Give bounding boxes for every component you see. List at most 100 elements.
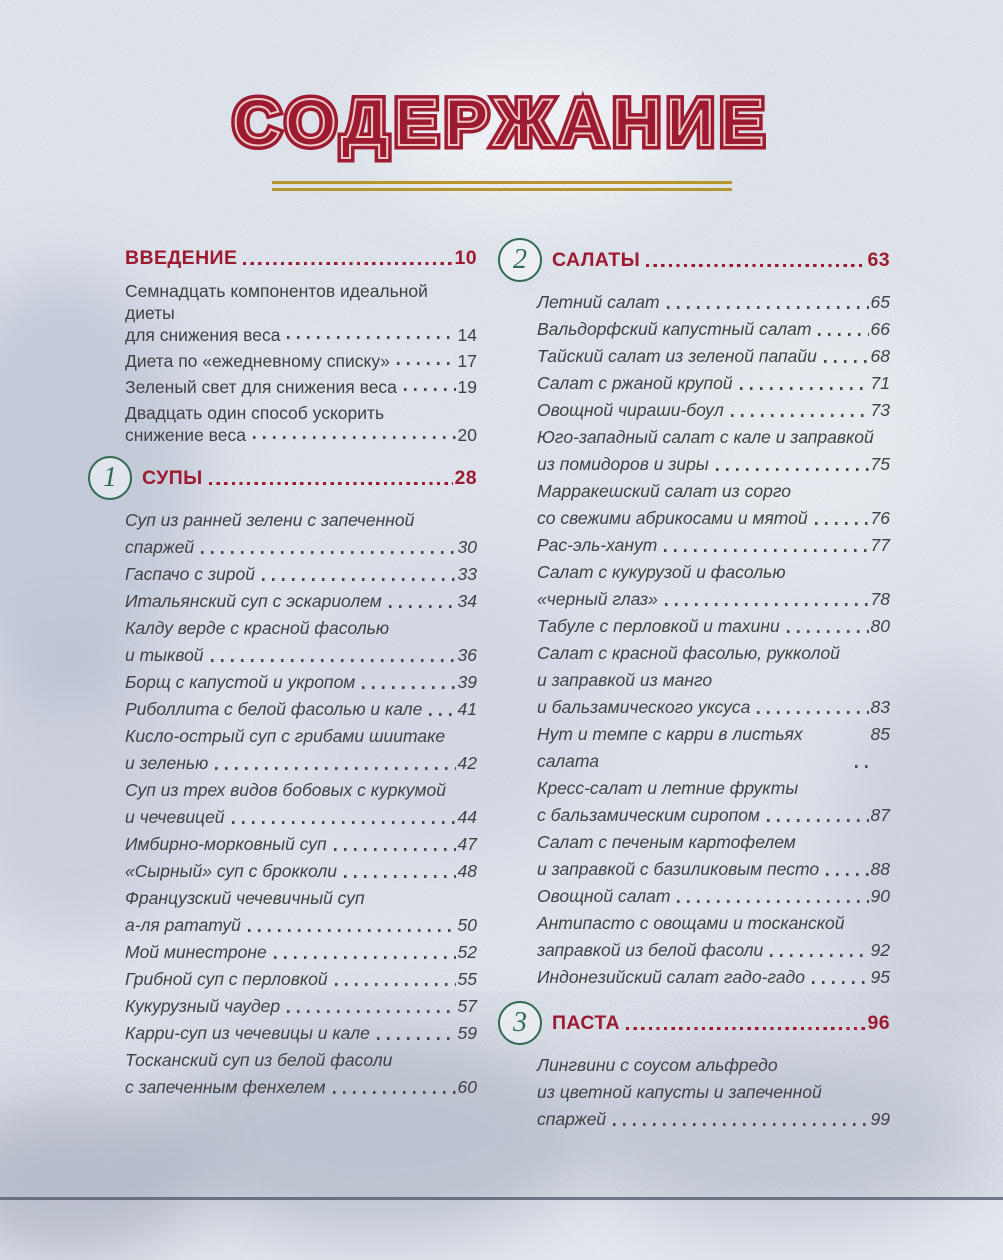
- dot-leader: [818, 333, 869, 336]
- dot-leader: [814, 522, 869, 525]
- toc-entry: Летний салат 65: [498, 289, 890, 316]
- dot-leader: [666, 306, 869, 309]
- toc-entry-row: для снижения веса 14: [125, 324, 477, 346]
- dot-leader: [403, 388, 456, 391]
- toc-entry-page-number: 39: [457, 672, 477, 692]
- toc-entry-row: из цветной капусты и запеченной: [537, 1079, 890, 1106]
- toc-entry-text: Тайский салат из зеленой папайи: [537, 346, 817, 366]
- toc-entry-page-number: 75: [870, 454, 890, 474]
- toc-entry-text: Гаспачо с зирой: [125, 564, 255, 584]
- toc-entry-row: Кукурузный чаудер 57: [125, 993, 477, 1020]
- toc-entry-row: Овощной чираши-боул 73: [537, 397, 890, 424]
- toc-entry-text: Овощной чираши-боул: [537, 400, 724, 420]
- toc-entry: Индонезийский салат гадо-гадо 95: [498, 964, 890, 991]
- toc-entry-text: Салат с кукурузой и фасолью: [537, 562, 786, 582]
- section-title: САЛАТЫ: [552, 249, 641, 271]
- dot-leader: [826, 873, 869, 876]
- toc-entry: Риболлита с белой фасолью и кале 41: [88, 696, 477, 723]
- toc-entry-text: спаржей: [537, 1109, 607, 1129]
- toc-entry-row: Лингвини с соусом альфредо: [537, 1052, 890, 1079]
- dot-leader: [333, 848, 456, 851]
- toc-entry: Антипасто с овощами и тосканской заправко…: [498, 910, 890, 964]
- toc-entry-row: заправкой из белой фасоли 92: [537, 937, 890, 964]
- toc-entry-text: Суп из трех видов бобовых с куркумой: [125, 780, 446, 800]
- toc-entry: Суп из ранней зелени с запеченной спаржей…: [88, 507, 477, 561]
- toc-entry-text: Антипасто с овощами и тосканской: [537, 913, 845, 933]
- toc-entry-text: и чечевицей: [125, 807, 225, 827]
- section-heading: ВВЕДЕНИЕ 10: [88, 245, 477, 271]
- toc-entry-text: Зеленый свет для снижения веса: [125, 377, 397, 397]
- toc-entry-text: Вальдорфский капустный салат: [537, 319, 812, 339]
- toc-entry-page-number: 59: [457, 1023, 477, 1043]
- toc-entry-page-number: 76: [870, 508, 890, 528]
- dot-leader: [201, 551, 456, 554]
- dot-leader: [786, 630, 869, 633]
- toc-entry: Калду верде с красной фасолью и тыквой 36: [88, 615, 477, 669]
- toc-entry-row: со свежими абрикосами и мятой 76: [537, 505, 890, 532]
- dot-leader: [334, 983, 456, 986]
- toc-entry-row: с запеченным фенхелем 60: [125, 1074, 477, 1101]
- toc-entry-page-number: 42: [457, 753, 477, 773]
- toc-entry-page-number: 52: [457, 942, 477, 962]
- toc-entry-text: «Сырный» суп с брокколи: [125, 861, 338, 881]
- page-title: СОДЕРЖАНИЕ СОДЕРЖАНИЕ: [0, 82, 1003, 163]
- toc-column-right: 2 САЛАТЫ 63 Летний салат 65 Вальдорфский капу…: [498, 238, 890, 1133]
- dot-leader: [770, 954, 869, 957]
- chapter-number-badge: 2: [498, 238, 542, 282]
- toc-entry: Грибной суп с перловкой 55: [88, 966, 477, 993]
- toc-entry-row: Нут и темпе с карри в листьях салата 85: [537, 721, 890, 775]
- section-heading: 3 ПАСТА 96: [498, 1001, 890, 1045]
- toc-entry-page-number: 47: [457, 834, 477, 854]
- toc-section: 2 САЛАТЫ 63 Летний салат 65 Вальдорфский капу…: [498, 238, 890, 991]
- chapter-number-badge: 3: [498, 1001, 542, 1045]
- toc-entry-text: Кресс-салат и летние фрукты: [537, 778, 799, 798]
- toc-entry-text: из помидоров и зиры: [537, 454, 709, 474]
- section-page-number: 63: [867, 249, 890, 271]
- toc-entry-row: и заправкой с базиликовым песто 88: [537, 856, 890, 883]
- toc-entry-text: Салат с ржаной крупой: [537, 373, 733, 393]
- toc-entry-row: Имбирно-морковный суп 47: [125, 831, 477, 858]
- toc-entry-page-number: 80: [870, 616, 890, 636]
- toc-entry-page-number: 33: [457, 564, 477, 584]
- toc-entry-row: спаржей 99: [537, 1106, 890, 1133]
- toc-entry-text: Марракешский салат из сорго: [537, 481, 792, 501]
- toc-entry-text: из цветной капусты и запеченной: [537, 1082, 822, 1102]
- dot-leader: [344, 875, 456, 878]
- toc-entry-page-number: 34: [457, 591, 477, 611]
- toc-entry-text: Овощной салат: [537, 886, 671, 906]
- toc-entry-row: «черный глаз» 78: [537, 586, 890, 613]
- dot-leader: [388, 605, 456, 608]
- toc-entry-text: Индонезийский салат гадо-гадо: [537, 967, 805, 987]
- toc-entry-row: из помидоров и зиры 75: [537, 451, 890, 478]
- toc-entry-page-number: 88: [870, 859, 890, 879]
- toc-entry-text: и заправкой из манго: [537, 670, 713, 690]
- toc-entry: Салат с кукурузой и фасолью «черный глаз»…: [498, 559, 890, 613]
- toc-entry-text: с запеченным фенхелем: [125, 1077, 326, 1097]
- toc-entry-row: Кресс-салат и летние фрукты: [537, 775, 890, 802]
- toc-entry-row: Вальдорфский капустный салат 66: [537, 316, 890, 343]
- toc-entry-page-number: 19: [457, 377, 477, 397]
- dot-leader: [757, 711, 869, 714]
- toc-entry-row: Кисло-острый суп с грибами шиитаке: [125, 723, 477, 750]
- toc-entry-text: Калду верде с красной фасолью: [125, 618, 390, 638]
- toc-entry-row: Салат с кукурузой и фасолью: [537, 559, 890, 586]
- toc-entry: Семнадцать компонентов идеальной диеты дл…: [88, 280, 477, 346]
- toc-entry-page-number: 36: [457, 645, 477, 665]
- toc-entry: Мой минестроне 52: [88, 939, 477, 966]
- toc-entry-text: Карри-суп из чечевицы и кале: [125, 1023, 370, 1043]
- toc-entry-page-number: 20: [457, 425, 477, 445]
- toc-entry-text: Двадцать один способ ускорить: [125, 403, 385, 423]
- toc-entry-row: а-ля рататуй 50: [125, 912, 477, 939]
- toc-entry: Кресс-салат и летние фрукты с бальзамичес…: [498, 775, 890, 829]
- toc-entry: Рас-эль-ханут 77: [498, 532, 890, 559]
- toc-entry-row: Гаспачо с зирой 33: [125, 561, 477, 588]
- toc-entry-row: Мой минестроне 52: [125, 939, 477, 966]
- toc-entry-text: с бальзамическим сиропом: [537, 805, 760, 825]
- toc-entry-row: Табуле с перловкой и тахини 80: [537, 613, 890, 640]
- toc-entry-row: Суп из трех видов бобовых с куркумой: [125, 777, 477, 804]
- dot-leader: [252, 436, 456, 439]
- toc-entry-text: снижение веса: [125, 425, 246, 445]
- toc-entry-text: для снижения веса: [125, 325, 281, 345]
- toc-entry-text: Борщ с капустой и укропом: [125, 672, 356, 692]
- toc-entry-row: Антипасто с овощами и тосканской: [537, 910, 890, 937]
